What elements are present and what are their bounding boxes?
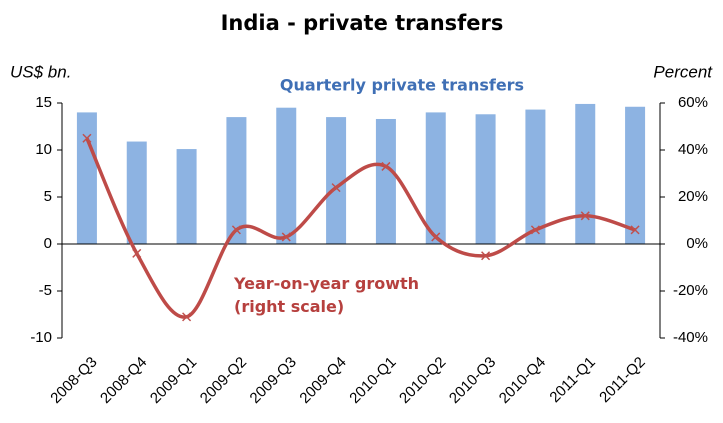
y-tick-label: -5 [39, 282, 52, 299]
line-marker [82, 133, 92, 143]
y-axis-label: US$ bn. [10, 62, 71, 81]
bar [176, 149, 197, 244]
y-tick-label: -10 [30, 329, 52, 346]
x-tick-label: 2009-Q3 [247, 354, 300, 407]
x-tick-label: 2009-Q4 [296, 354, 349, 407]
y-tick-label: 5 [44, 188, 52, 205]
bar [525, 109, 546, 244]
line-marker [182, 312, 192, 322]
y2-tick-label: 20% [678, 188, 708, 205]
line-marker [331, 183, 341, 193]
y2-axis-label: Percent [653, 62, 713, 81]
bar [425, 112, 446, 245]
line-annotation: Year-on-year growth (right scale) [234, 274, 420, 316]
bar [126, 141, 147, 244]
y-tick-label: 10 [35, 141, 52, 158]
line-marker [530, 225, 540, 235]
y2-tick-label: 0% [686, 235, 708, 252]
line-marker [381, 161, 391, 171]
y2-tick-label: 60% [678, 94, 708, 111]
x-tick-label: 2011-Q2 [596, 354, 649, 407]
line-marker [431, 232, 441, 242]
bar [575, 103, 596, 244]
bar [326, 117, 347, 244]
x-tick-label: 2009-Q1 [147, 354, 200, 407]
y-tick-label: 15 [35, 94, 52, 111]
x-tick-label: 2011-Q1 [546, 354, 599, 407]
line-marker [132, 248, 142, 258]
bar [475, 114, 496, 244]
line-marker [481, 251, 491, 261]
line-marker [231, 225, 241, 235]
y2-tick-label: -20% [673, 282, 708, 299]
line-marker [580, 211, 590, 221]
x-tick-label: 2008-Q3 [47, 354, 100, 407]
chart-title: India - private transfers [221, 11, 504, 35]
y2-tick-label: -40% [673, 329, 708, 346]
x-tick-label: 2009-Q2 [197, 354, 250, 407]
bar [276, 107, 297, 244]
x-tick-label: 2010-Q3 [446, 354, 499, 407]
bar [76, 112, 97, 245]
x-tick-label: 2010-Q2 [396, 354, 449, 407]
x-tick-label: 2010-Q4 [496, 354, 549, 407]
bar [375, 118, 396, 244]
y2-tick-label: 40% [678, 141, 708, 158]
x-tick-label: 2008-Q4 [97, 354, 150, 407]
line-marker [630, 225, 640, 235]
line-marker [281, 232, 291, 242]
bar [625, 106, 646, 244]
x-tick-label: 2010-Q1 [346, 354, 399, 407]
y-tick-label: 0 [44, 235, 52, 252]
legend-label: Quarterly private transfers [280, 76, 524, 95]
bar [226, 117, 247, 244]
